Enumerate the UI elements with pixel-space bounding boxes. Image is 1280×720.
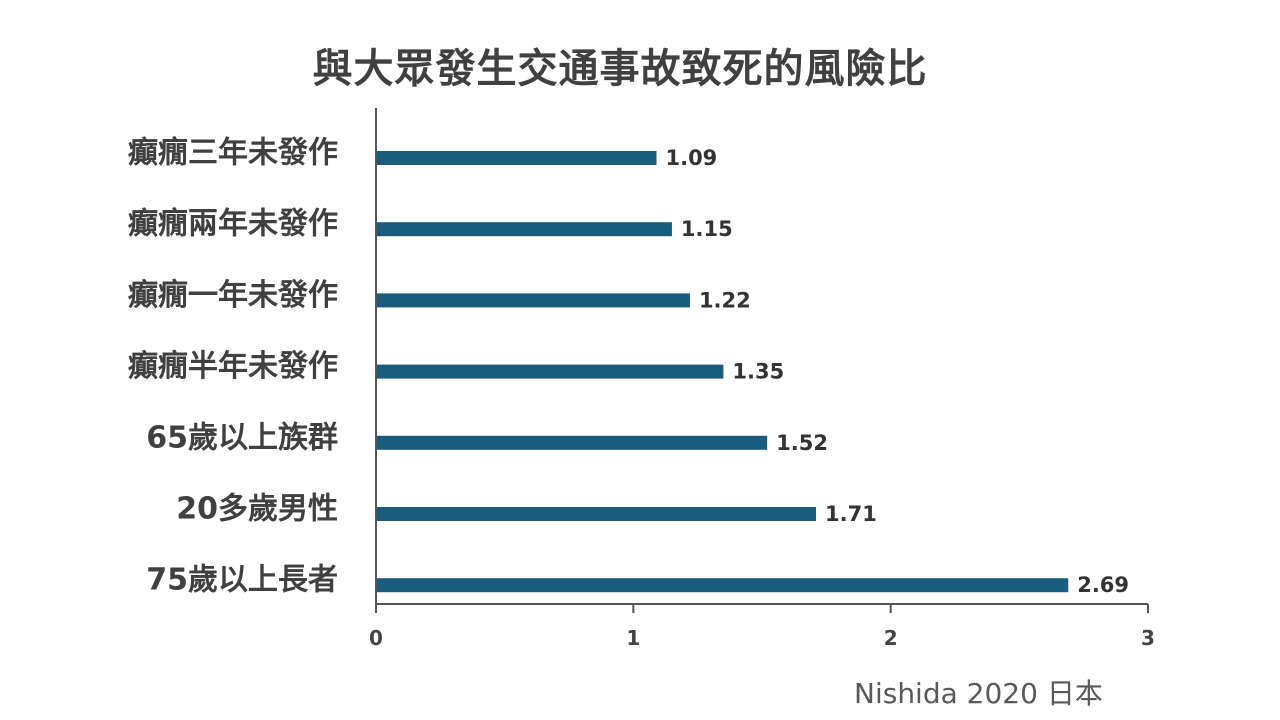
- bar: [376, 578, 1069, 593]
- bars-layer: [376, 151, 1069, 593]
- category-label: 癲癇三年未發作: [128, 136, 338, 171]
- x-tick-label: 3: [1141, 626, 1155, 650]
- x-tick-label: 2: [884, 626, 898, 650]
- bar: [376, 222, 672, 237]
- bar: [376, 507, 817, 521]
- category-label: 癲癇半年未發作: [128, 349, 338, 384]
- category-label: 癲癇兩年未發作: [128, 207, 338, 242]
- bar: [376, 151, 657, 165]
- category-label: 65歲以上族群: [146, 420, 338, 455]
- x-tick-label: 0: [369, 626, 383, 650]
- value-label: 1.71: [825, 502, 877, 526]
- bar: [376, 435, 768, 450]
- category-label: 癲癇一年未發作: [128, 278, 338, 313]
- value-label: 1.09: [665, 146, 717, 170]
- source-note: Nishida 2020 日本: [854, 677, 1103, 710]
- x-tick-label: 1: [626, 626, 640, 650]
- category-label: 75歲以上長者: [146, 563, 338, 598]
- value-label: 1.35: [732, 360, 784, 384]
- axes-layer: 0 1 2 3: [369, 108, 1155, 650]
- value-label: 1.15: [681, 217, 733, 241]
- value-label: 1.52: [776, 431, 828, 455]
- value-label: 1.22: [699, 288, 751, 312]
- chart-title: 與大眾發生交通事故致死的風險比: [312, 46, 928, 92]
- bar: [376, 364, 724, 379]
- value-label: 2.69: [1077, 573, 1129, 597]
- labels-layer: 癲癇三年未發作 1.09 癲癇兩年未發作 1.15 癲癇一年未發作 1.22 癲癇半年未發作…: [128, 136, 1129, 598]
- bar: [376, 293, 690, 308]
- category-label: 20多歲男性: [176, 492, 338, 527]
